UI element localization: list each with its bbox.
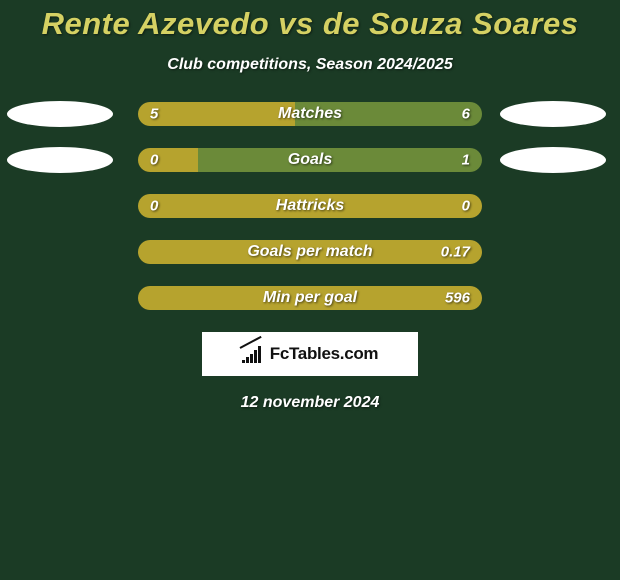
stat-bar-left: [138, 102, 295, 126]
stat-row: Goals per match 0.17: [0, 240, 620, 264]
stat-rows: Matches 5 6 Goals 0 1 Hattricks 0 0 Goals per mat…: [0, 102, 620, 310]
stat-label: Goals per match: [247, 243, 372, 261]
player-ellipse-left: [7, 101, 113, 127]
stat-label: Matches: [278, 105, 342, 123]
stat-value-left: 0: [150, 152, 158, 169]
barchart-icon-bar: [246, 357, 249, 363]
date-label: 12 november 2024: [0, 394, 620, 412]
stat-value-right: 596: [445, 290, 470, 307]
stat-label: Min per goal: [263, 289, 357, 307]
stat-label: Goals: [288, 151, 332, 169]
stat-row: Hattricks 0 0: [0, 194, 620, 218]
stat-value-right: 6: [462, 106, 470, 123]
stat-bar: Min per goal 596: [138, 286, 482, 310]
stat-bar: Hattricks 0 0: [138, 194, 482, 218]
stat-value-right: 0.17: [441, 244, 470, 261]
stat-value-left: 5: [150, 106, 158, 123]
stat-value-left: 0: [150, 198, 158, 215]
logo-box: FcTables.com: [202, 332, 418, 376]
stat-value-right: 1: [462, 152, 470, 169]
stat-bar-right: [198, 148, 482, 172]
player-ellipse-right: [500, 101, 606, 127]
stat-bar: Goals per match 0.17: [138, 240, 482, 264]
stat-label: Hattricks: [276, 197, 344, 215]
stat-row: Matches 5 6: [0, 102, 620, 126]
page-title: Rente Azevedo vs de Souza Soares: [0, 0, 620, 42]
stat-value-right: 0: [462, 198, 470, 215]
barchart-icon-bar: [242, 360, 245, 363]
logo-text: FcTables.com: [270, 344, 379, 364]
barchart-icon: [242, 345, 264, 363]
barchart-icon-bar: [254, 350, 257, 363]
player-ellipse-right: [500, 147, 606, 173]
stat-bar-left: [138, 148, 198, 172]
stat-bar: Matches 5 6: [138, 102, 482, 126]
page-subtitle: Club competitions, Season 2024/2025: [0, 56, 620, 74]
stat-row: Goals 0 1: [0, 148, 620, 172]
stat-bar: Goals 0 1: [138, 148, 482, 172]
barchart-icon-bar: [250, 354, 253, 363]
comparison-infographic: Rente Azevedo vs de Souza Soares Club co…: [0, 0, 620, 580]
stat-row: Min per goal 596: [0, 286, 620, 310]
barchart-icon-bar: [258, 346, 261, 363]
player-ellipse-left: [7, 147, 113, 173]
